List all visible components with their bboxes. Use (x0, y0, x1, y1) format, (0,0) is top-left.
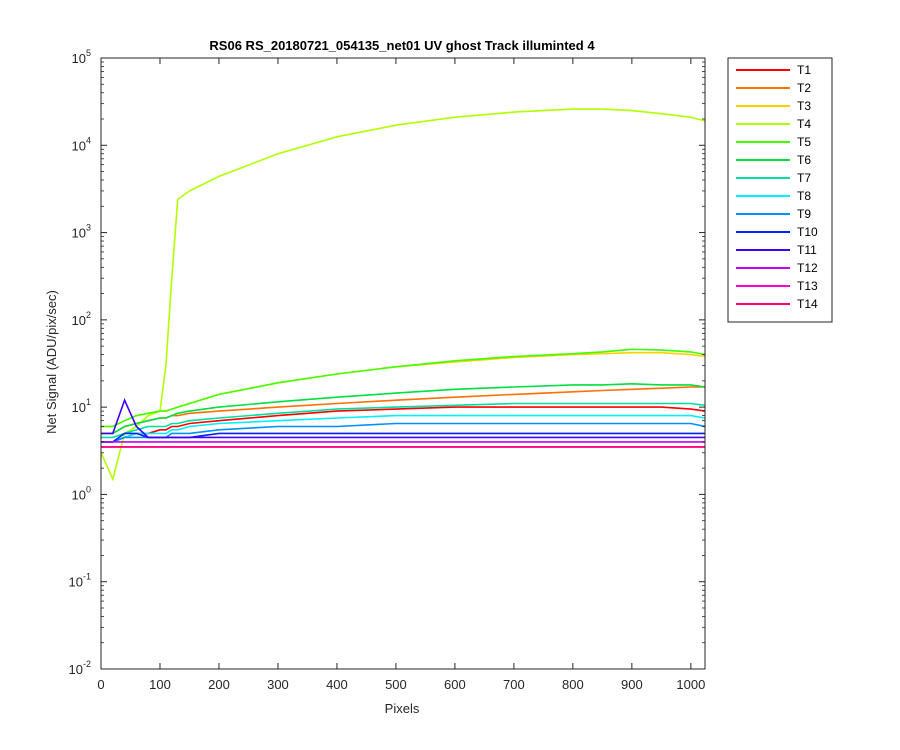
y-tick-base: 10 (72, 400, 86, 415)
legend-label-t7: T7 (797, 171, 811, 185)
y-tick-base: 10 (72, 226, 86, 241)
y-tick-exponent: 1 (86, 397, 91, 407)
series-line-t9 (101, 422, 705, 443)
legend-label-t12: T12 (797, 261, 818, 275)
y-tick-label: 103 (72, 223, 91, 241)
legend-label-t5: T5 (797, 135, 811, 149)
series-line-t11 (101, 398, 705, 439)
y-tick-base: 10 (72, 313, 86, 328)
x-axis-label: Pixels (385, 701, 420, 716)
legend-label-t3: T3 (797, 99, 811, 113)
series-group (101, 108, 705, 482)
y-tick-label: 102 (72, 310, 91, 328)
y-tick-label: 100 (72, 484, 91, 502)
plot-area: 0 100 200 300 400 500 600 700 800 900 100010-210-1… (69, 48, 706, 692)
legend-label-t10: T10 (797, 225, 818, 239)
series-line-t10 (101, 432, 705, 443)
y-tick-label: 10-1 (69, 572, 91, 590)
y-tick-base: 10 (72, 51, 86, 66)
legend: T1 T2 T3 T4 T5 T6 T7 T8 T9 T10 T11 T12 T13 T14 (727, 57, 833, 323)
series-line-t5 (101, 348, 705, 428)
x-tick-label: 600 (444, 677, 466, 692)
y-tick-label: 101 (72, 397, 91, 415)
y-tick-base: 10 (72, 487, 86, 502)
y-axis-label: Net Signal (ADU/pix/sec) (44, 290, 59, 434)
legend-label-t9: T9 (797, 207, 811, 221)
y-tick-exponent: 3 (86, 223, 91, 233)
series-line-t7 (101, 402, 705, 439)
x-tick-label: 1000 (676, 677, 705, 692)
legend-label-t14: T14 (797, 297, 818, 311)
axes-box (100, 57, 706, 670)
y-tick-base: 10 (72, 138, 86, 153)
y-tick-exponent: -1 (83, 572, 91, 582)
legend-label-t1: T1 (797, 63, 811, 77)
y-tick-exponent: 4 (86, 135, 91, 145)
x-tick-label: 300 (267, 677, 289, 692)
legend-label-t11: T11 (797, 243, 817, 257)
legend-label-t4: T4 (797, 117, 811, 131)
x-tick-label: 700 (503, 677, 525, 692)
y-tick-label: 105 (72, 48, 91, 66)
x-tick-label: 400 (326, 677, 348, 692)
x-tick-label: 800 (562, 677, 584, 692)
y-tick-label: 10-2 (69, 659, 91, 677)
legend-label-t8: T8 (797, 189, 811, 203)
y-tick-base: 10 (69, 662, 83, 677)
series-line-t6 (101, 382, 705, 435)
legend-label-t13: T13 (797, 279, 818, 293)
y-tick-exponent: 2 (86, 310, 91, 320)
x-tick-label: 100 (149, 677, 171, 692)
y-tick-exponent: -2 (83, 659, 91, 669)
x-tick-label: 200 (208, 677, 230, 692)
y-tick-exponent: 5 (86, 48, 91, 58)
legend-label-t2: T2 (797, 81, 811, 95)
legend-label-t6: T6 (797, 153, 811, 167)
y-tick-base: 10 (69, 575, 83, 590)
x-tick-label: 0 (97, 677, 104, 692)
y-tick-exponent: 0 (86, 484, 91, 494)
legend-box (727, 57, 833, 323)
chart-title: RS06 RS_20180721_054135_net01 UV ghost T… (209, 38, 595, 53)
x-tick-label: 500 (385, 677, 407, 692)
x-tick-label: 900 (621, 677, 643, 692)
series-line-t8 (101, 414, 705, 443)
series-line-t4 (101, 108, 705, 482)
y-tick-label: 104 (72, 135, 91, 153)
